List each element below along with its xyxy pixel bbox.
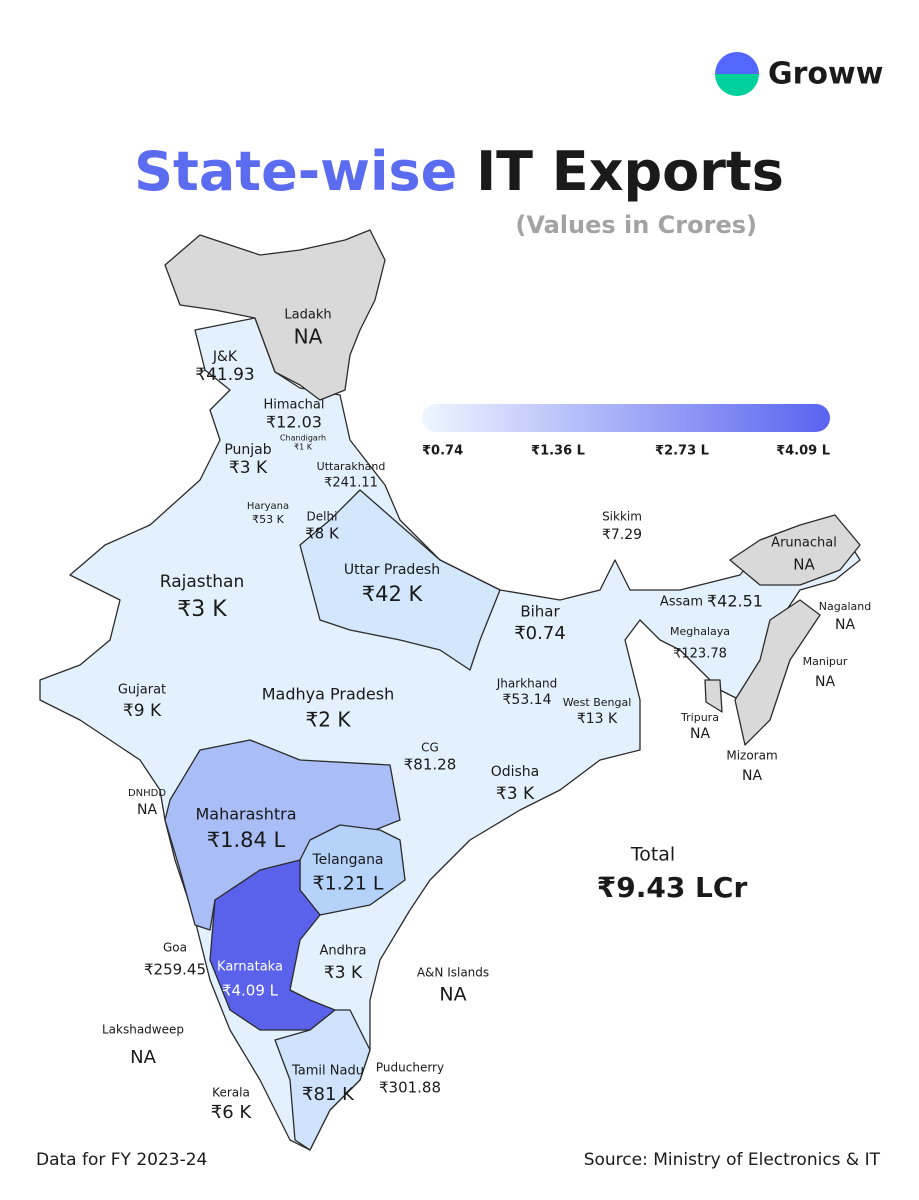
region-name: A&N Islands	[417, 966, 489, 980]
region-name: Sikkim	[602, 510, 642, 524]
region-value: ₹81.28	[404, 756, 457, 774]
region-name: Arunachal	[771, 536, 837, 551]
region-name: Uttar Pradesh	[344, 562, 440, 578]
region-value: ₹3 K	[229, 458, 268, 478]
region-name: Mizoram	[726, 749, 777, 763]
region-name: Telangana	[311, 852, 383, 868]
region-name: Himachal	[264, 398, 325, 413]
region-name: CG	[421, 741, 439, 755]
region-value: NA	[439, 984, 466, 1006]
region-name: Odisha	[491, 764, 540, 780]
region-value: NA	[815, 674, 835, 690]
region-shape	[704, 679, 723, 713]
region-value: NA	[690, 726, 710, 742]
region-name: Manipur	[803, 655, 848, 668]
region-value: ₹53.14	[503, 692, 552, 708]
region-value: ₹6 K	[211, 1102, 253, 1123]
region-value: ₹8 K	[305, 525, 340, 543]
region-value: ₹0.74	[514, 623, 566, 644]
legend-bar	[422, 404, 830, 432]
region-name: Maharashtra	[195, 805, 296, 824]
region-name: Meghalaya	[670, 625, 730, 638]
region-value: NA	[294, 325, 323, 349]
region-value: ₹13 K	[577, 711, 618, 727]
region-value: ₹9 K	[123, 701, 162, 721]
region-value: ₹1 K	[294, 443, 313, 452]
region-shape	[299, 489, 501, 671]
region-value: NA	[130, 1047, 156, 1068]
region-value: ₹53 K	[252, 513, 284, 526]
region-value: NA	[835, 617, 855, 633]
region-name: Haryana	[247, 501, 289, 512]
region-value: ₹3 K	[324, 963, 363, 983]
region-name: Puducherry	[376, 1061, 444, 1075]
region-value: ₹4.09 L	[222, 982, 279, 1000]
region-name: Punjab	[224, 442, 271, 458]
region-name: Andhra	[320, 944, 367, 959]
map	[39, 229, 861, 1151]
region-name: Rajasthan	[160, 572, 245, 592]
region-value: ₹1.21 L	[312, 873, 383, 895]
subtitle: (Values in Crores)	[515, 211, 757, 239]
region-name: Delhi	[307, 510, 338, 524]
region-name: Kerala	[212, 1086, 250, 1100]
region-shape	[734, 599, 821, 746]
region-value: ₹259.45	[144, 961, 206, 979]
region-name: Karnataka	[217, 960, 283, 975]
region-name: DNHDD	[128, 788, 166, 799]
region-name: Gujarat	[118, 683, 166, 698]
region-name: Tripura	[680, 711, 719, 724]
region-value: ₹81 K	[302, 1084, 355, 1105]
brand-logo	[715, 52, 759, 96]
region-name: J&K	[212, 349, 238, 365]
legend-label: ₹1.36 L	[531, 444, 585, 459]
region-value: ₹12.03	[266, 413, 322, 432]
title: State-wise IT Exports	[134, 140, 784, 203]
region-name: Jharkhand	[496, 677, 558, 691]
region-value: ₹42.51	[707, 592, 763, 611]
title-highlight: State-wise	[134, 140, 457, 203]
region-name: Madhya Pradesh	[262, 685, 395, 704]
total-label: Total	[630, 844, 675, 866]
title-rest: IT Exports	[476, 140, 784, 203]
region-value: ₹41.93	[195, 365, 254, 385]
brand-name: Groww	[768, 57, 883, 92]
region-value: ₹301.88	[379, 1079, 441, 1097]
legend-label: ₹4.09 L	[776, 444, 830, 459]
footer-source: Source: Ministry of Electronics & IT	[584, 1150, 881, 1170]
legend-label: ₹2.73 L	[655, 444, 709, 459]
region-value: NA	[742, 768, 762, 784]
region-shape	[164, 229, 386, 401]
total-value: ₹9.43 LCr	[597, 871, 748, 904]
region-name: Lakshadweep	[102, 1023, 184, 1037]
region-name: Chandigarh	[280, 434, 326, 443]
region-name: Uttarakhand	[317, 460, 386, 473]
region-value: NA	[793, 556, 815, 574]
region-name: Ladakh	[284, 308, 331, 323]
region-value: NA	[137, 802, 157, 818]
region-value: ₹1.84 L	[207, 828, 286, 852]
region-value: ₹42 K	[362, 582, 424, 606]
region-value: ₹7.29	[602, 527, 642, 543]
region-name: Goa	[163, 941, 187, 955]
region-name: Assam	[660, 595, 703, 610]
region-value: ₹2 K	[306, 708, 352, 732]
footer-note: Data for FY 2023-24	[36, 1150, 207, 1170]
region-name: West Bengal	[563, 696, 632, 709]
region-value: ₹3 K	[177, 597, 227, 622]
region-name: Nagaland	[819, 600, 871, 613]
region-value: ₹123.78	[673, 647, 727, 662]
region-value: ₹241.11	[324, 476, 378, 491]
region-name: Bihar	[520, 603, 560, 621]
region-shape	[274, 1009, 371, 1151]
legend-label: ₹0.74	[422, 444, 463, 459]
region-value: ₹3 K	[496, 784, 535, 804]
region-shape	[729, 514, 861, 586]
region-shape	[209, 859, 336, 1031]
region-name: Tamil Nadu	[291, 1064, 364, 1079]
